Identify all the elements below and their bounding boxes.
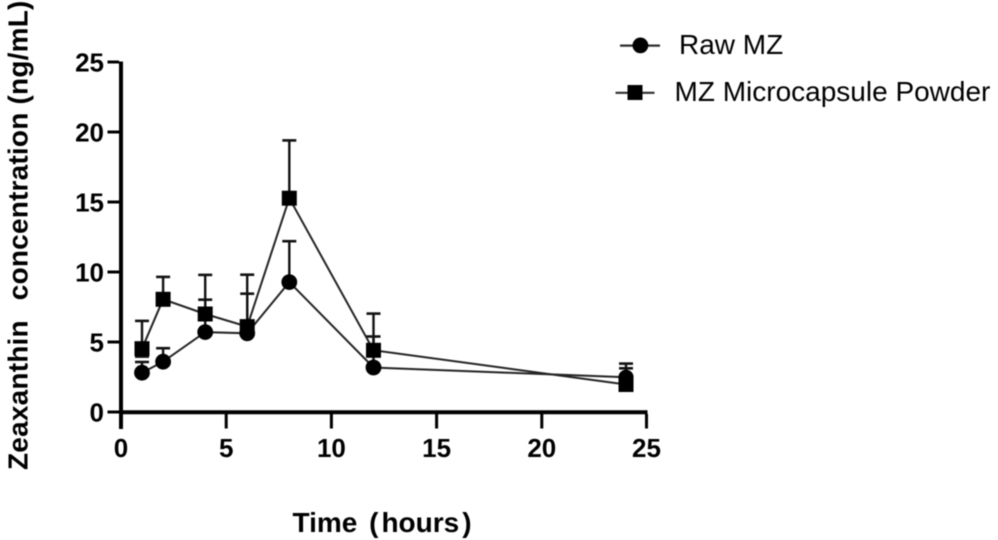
svg-text:5: 5 xyxy=(90,327,104,357)
svg-text:Time (hours): Time (hours) xyxy=(293,507,472,538)
svg-text:0: 0 xyxy=(90,397,104,427)
svg-text:20: 20 xyxy=(527,433,556,463)
svg-text:25: 25 xyxy=(75,47,104,77)
svg-text:10: 10 xyxy=(75,257,104,287)
svg-text:15: 15 xyxy=(75,187,104,217)
svg-text:0: 0 xyxy=(114,433,128,463)
svg-text:5: 5 xyxy=(219,433,233,463)
svg-text:20: 20 xyxy=(75,117,104,147)
svg-text:25: 25 xyxy=(632,433,661,463)
svg-text:Zeaxanthin concentration (ng/m: Zeaxanthin concentration (ng/mL) xyxy=(3,0,34,470)
svg-text:MZ Microcapsule Powder: MZ Microcapsule Powder xyxy=(675,76,991,107)
svg-text:Raw MZ: Raw MZ xyxy=(679,29,783,60)
svg-text:15: 15 xyxy=(422,433,451,463)
svg-text:10: 10 xyxy=(317,433,346,463)
